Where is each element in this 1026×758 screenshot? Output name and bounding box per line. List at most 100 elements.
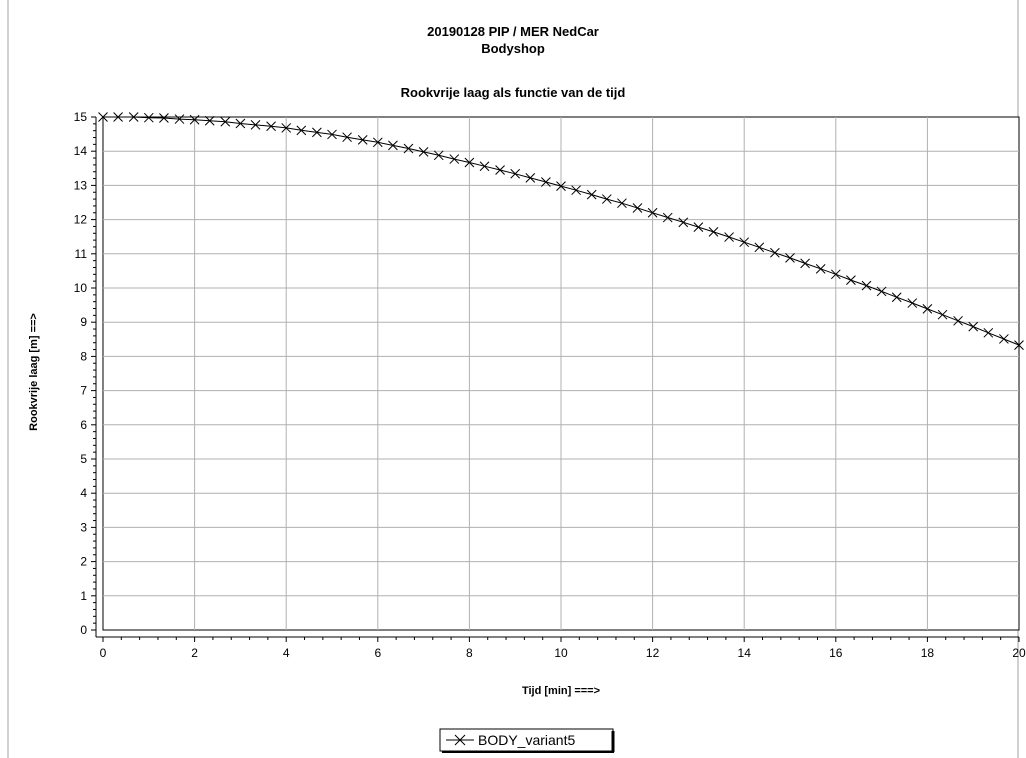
series-point-marker: [922, 304, 933, 314]
y-tick-label: 1: [80, 589, 87, 603]
y-tick-label: 5: [80, 452, 87, 466]
series-point-marker: [937, 309, 948, 320]
series-point-marker: [327, 129, 337, 140]
x-tick-label: 6: [374, 646, 381, 660]
series-point-marker: [632, 203, 643, 213]
axis-layer: [91, 116, 1020, 642]
y-tick-label: 6: [80, 418, 87, 432]
y-tick-label: 2: [80, 555, 87, 569]
series-point-marker: [876, 286, 887, 297]
series-point-marker: [403, 143, 414, 154]
series-point-marker: [678, 217, 689, 228]
legend: BODY_variant5: [439, 728, 615, 753]
series-point-marker: [189, 114, 200, 125]
x-axis-label: Tijd [min] ===>: [522, 685, 600, 697]
series-point-marker: [815, 263, 826, 274]
y-tick-label: 10: [74, 281, 88, 295]
y-tick-label: 11: [75, 247, 88, 261]
series-point-marker: [907, 298, 918, 308]
series-point-marker: [1014, 340, 1024, 350]
y-tick-label: 0: [80, 623, 87, 637]
series-point-marker: [571, 185, 581, 196]
series-point-marker: [999, 334, 1009, 344]
series-point-marker: [510, 168, 521, 179]
series-point-marker: [433, 150, 444, 161]
y-tick-label: 15: [74, 110, 88, 124]
series-point-marker: [861, 280, 872, 291]
series-point-marker: [525, 173, 536, 183]
series-point-marker: [174, 114, 185, 124]
series-point-marker: [98, 112, 108, 122]
chart-title: 20190128 PIP / MER NedCar: [427, 24, 599, 39]
x-tick-label: 4: [283, 646, 290, 660]
plot-title: Rookvrije laag als functie van de tijd: [401, 85, 626, 100]
series-point-marker: [250, 120, 261, 130]
series-point-marker: [846, 275, 856, 285]
grid-layer: [102, 116, 1020, 631]
x-tick-label: 14: [738, 646, 752, 660]
series-point-marker: [464, 157, 475, 168]
y-tick-label: 14: [74, 144, 88, 158]
series-point-marker: [785, 253, 795, 263]
series-point-marker: [770, 247, 780, 258]
series-point-marker: [418, 147, 429, 157]
y-tick-label: 3: [80, 520, 87, 534]
y-tick-label: 13: [74, 178, 88, 192]
x-tick-label: 10: [554, 646, 568, 660]
x-tick-label: 16: [829, 646, 843, 660]
x-tick-label: 20: [1012, 646, 1026, 660]
y-axis-label: Rookvrije laag [m] ==>: [28, 313, 40, 431]
series-point-marker: [983, 327, 994, 338]
series-point-marker: [296, 125, 307, 136]
series-point-marker: [204, 115, 215, 126]
y-tick-label: 9: [80, 315, 87, 329]
series-point-marker: [541, 177, 551, 187]
series-point-marker: [388, 140, 398, 151]
series-point-marker: [953, 315, 963, 326]
series-point-marker: [647, 207, 658, 218]
series-point-marker: [739, 237, 750, 248]
series-point-marker: [357, 135, 368, 145]
series-point-marker: [113, 112, 123, 122]
series-point-marker: [143, 112, 154, 123]
series-point-marker: [662, 212, 673, 223]
series-point-marker: [342, 132, 352, 143]
series-point-marker: [479, 161, 490, 172]
series-point-marker: [495, 165, 505, 175]
x-tick-label: 18: [921, 646, 935, 660]
series-point-marker: [724, 232, 734, 242]
series-point-marker: [449, 154, 460, 164]
x-tick-label: 8: [466, 646, 473, 660]
series-point-marker: [281, 123, 292, 133]
y-tick-label: 7: [80, 384, 87, 398]
series-point-marker: [372, 137, 383, 148]
series-layer: [98, 112, 1024, 350]
series-point-marker: [891, 292, 902, 303]
series-point-marker: [708, 227, 719, 237]
series-point-marker: [586, 189, 597, 200]
chart-subtitle: Bodyshop: [481, 41, 545, 56]
series-point-marker: [266, 121, 276, 132]
series-point-marker: [235, 118, 246, 129]
x-tick-label: 12: [646, 646, 660, 660]
series-point-marker: [159, 113, 169, 123]
series-point-marker: [968, 321, 979, 332]
y-tick-label: 4: [80, 486, 87, 500]
x-tick-label: 2: [191, 646, 198, 660]
series-point-marker: [800, 258, 810, 269]
series-point-marker: [128, 112, 139, 122]
series-point-marker: [601, 194, 612, 204]
legend-x-marker-icon: [454, 734, 466, 746]
y-tick-label: 12: [74, 213, 88, 227]
legend-series-name: BODY_variant5: [478, 732, 575, 748]
series-point-marker: [556, 181, 566, 191]
series-point-marker: [312, 127, 322, 138]
series-point-marker: [617, 198, 627, 209]
series-point-marker: [830, 269, 841, 280]
series-point-marker: [220, 116, 231, 127]
y-tick-label: 8: [80, 349, 87, 363]
x-tick-label: 0: [100, 646, 107, 660]
